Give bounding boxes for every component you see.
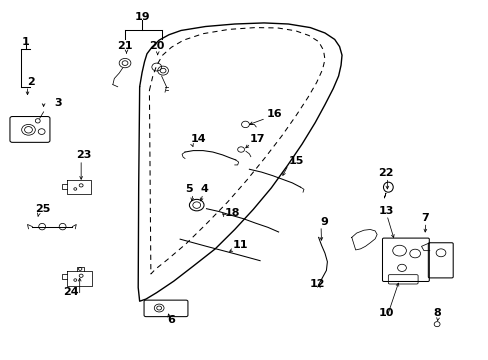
- Text: 10: 10: [377, 308, 393, 318]
- Text: 18: 18: [224, 208, 240, 218]
- Text: 14: 14: [190, 134, 206, 144]
- Text: 5: 5: [185, 184, 193, 194]
- Text: 8: 8: [432, 308, 440, 318]
- Text: 6: 6: [167, 315, 175, 325]
- Text: 21: 21: [117, 41, 133, 51]
- Text: 3: 3: [54, 98, 62, 108]
- Text: 24: 24: [63, 287, 79, 297]
- Text: 22: 22: [377, 168, 393, 178]
- Text: 4: 4: [200, 184, 208, 194]
- Text: 2: 2: [27, 77, 35, 87]
- Text: 23: 23: [76, 150, 91, 160]
- Text: 25: 25: [35, 204, 50, 214]
- Text: 11: 11: [232, 240, 247, 250]
- Text: 13: 13: [377, 206, 393, 216]
- Text: 1: 1: [21, 37, 29, 47]
- Text: 20: 20: [149, 41, 164, 51]
- Text: 19: 19: [134, 12, 150, 22]
- Text: 12: 12: [309, 279, 325, 289]
- Text: 7: 7: [420, 213, 428, 223]
- Text: 9: 9: [320, 217, 327, 226]
- Text: 16: 16: [266, 109, 282, 119]
- Text: 15: 15: [288, 156, 303, 166]
- Text: 17: 17: [249, 134, 264, 144]
